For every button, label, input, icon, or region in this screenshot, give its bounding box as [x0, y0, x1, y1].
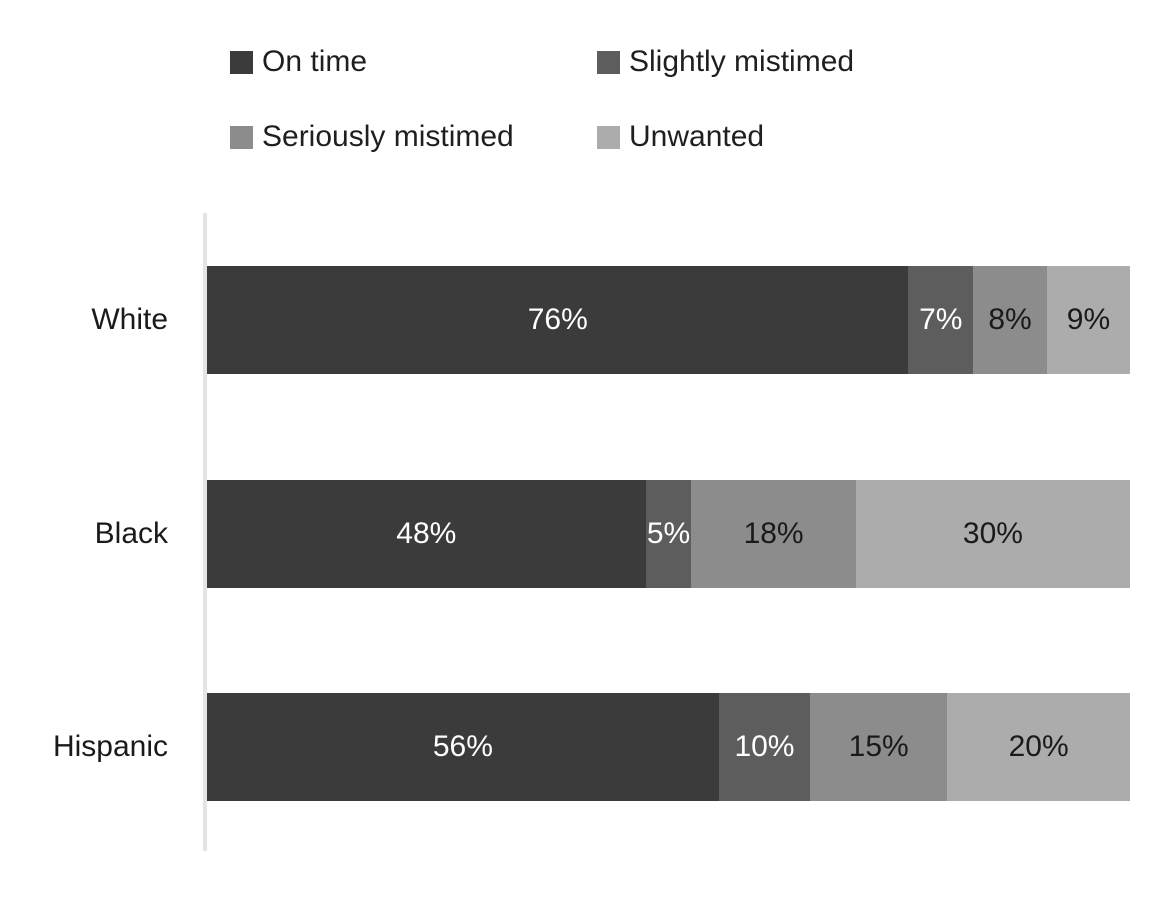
legend-label: Slightly mistimed	[629, 45, 855, 78]
data-label: 5%	[646, 517, 691, 550]
bar-segment-unwanted: 20%	[947, 693, 1130, 801]
bar-segment-on-time: 56%	[207, 693, 719, 801]
legend-swatch-seriously-mistimed-icon	[230, 125, 253, 149]
bar-segment-slightly-mistimed: 10%	[718, 693, 811, 801]
data-label: 10%	[734, 730, 795, 763]
data-label: 30%	[962, 517, 1023, 550]
legend-label: Unwanted	[629, 120, 765, 153]
legend-item-unwanted: Unwanted	[597, 119, 764, 155]
category-label-white: White	[91, 303, 168, 336]
legend-item-on-time: On time	[230, 44, 367, 80]
data-label: 9%	[1066, 303, 1111, 336]
legend-swatch-on-time-icon	[230, 50, 253, 74]
bar-segment-seriously-mistimed: 18%	[691, 480, 856, 588]
category-label-hispanic: Hispanic	[52, 730, 168, 763]
bar-segment-on-time: 48%	[207, 480, 646, 588]
bar-segment-slightly-mistimed: 7%	[908, 266, 974, 374]
data-label: 48%	[396, 517, 457, 550]
bar-row-white: 76% 7% 8% 9%	[207, 266, 1130, 374]
bar-segment-slightly-mistimed: 5%	[645, 480, 692, 588]
legend-item-seriously-mistimed: Seriously mistimed	[230, 119, 514, 155]
legend-swatch-unwanted-icon	[597, 125, 620, 149]
data-label: 76%	[527, 303, 588, 336]
bar-segment-unwanted: 30%	[855, 480, 1130, 588]
data-label: 56%	[432, 730, 493, 763]
category-label-black: Black	[94, 517, 168, 550]
legend-swatch-slightly-mistimed-icon	[597, 50, 620, 74]
legend-item-slightly-mistimed: Slightly mistimed	[597, 44, 854, 80]
y-axis-line	[203, 213, 207, 851]
data-label: 18%	[743, 517, 804, 550]
legend-label: On time	[262, 45, 368, 78]
data-label: 15%	[848, 730, 909, 763]
bar-segment-unwanted: 9%	[1046, 266, 1130, 374]
bar-row-hispanic: 56% 10% 15% 20%	[207, 693, 1130, 801]
legend-label: Seriously mistimed	[262, 120, 514, 153]
data-label: 7%	[919, 303, 963, 336]
data-label: 20%	[1008, 730, 1069, 763]
bar-segment-seriously-mistimed: 8%	[973, 266, 1047, 374]
data-label: 8%	[988, 303, 1032, 336]
bar-segment-seriously-mistimed: 15%	[810, 693, 948, 801]
bar-segment-on-time: 76%	[207, 266, 909, 374]
bar-row-black: 48% 5% 18% 30%	[207, 480, 1130, 588]
